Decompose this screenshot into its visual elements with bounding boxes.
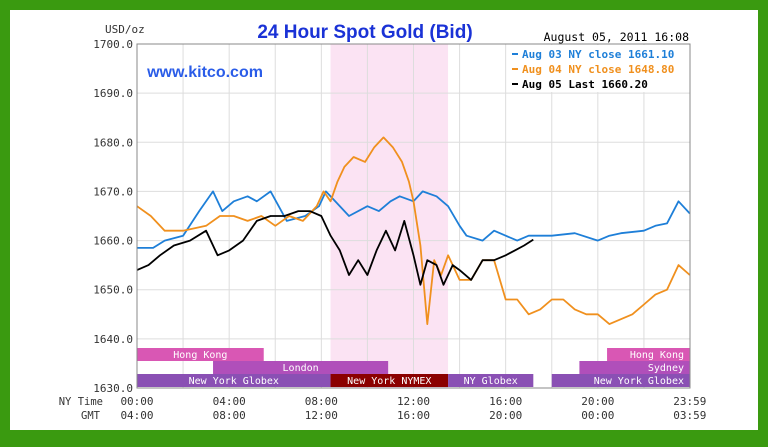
session-label: Sydney [648, 363, 684, 374]
session-label: Hong Kong [630, 350, 684, 361]
session-label: London [283, 363, 319, 374]
x-tick-label-ny: 23:59 [673, 395, 706, 408]
y-tick-label: 1660.0 [93, 235, 133, 248]
x-tick-label-gmt: 16:00 [397, 409, 430, 422]
y-tick-label: 1650.0 [93, 284, 133, 297]
legend-swatch-aug05 [512, 83, 518, 85]
y-tick-label: 1700.0 [93, 38, 133, 51]
ny-time-row-label: NY Time [59, 396, 103, 408]
session-label: New York NYMEX [347, 376, 431, 387]
x-tick-label-gmt: 04:00 [120, 409, 153, 422]
session-bar [213, 361, 389, 374]
unit-label: USD/oz [105, 23, 145, 36]
y-tick-label: 1640.0 [93, 333, 133, 346]
legend: Aug 03 NY close 1661.10 Aug 04 NY close … [508, 45, 689, 92]
x-tick-label-ny: 08:00 [305, 395, 338, 408]
y-tick-label: 1690.0 [93, 87, 133, 100]
session-bar [448, 374, 534, 387]
x-tick-label-gmt: 20:00 [489, 409, 522, 422]
y-tick-label: 1630.0 [93, 382, 133, 395]
legend-aug03: Aug 03 NY close 1661.10 [522, 48, 674, 61]
session-label: New York Globex [594, 376, 684, 387]
session-bar [330, 374, 449, 387]
x-tick-label-ny: 00:00 [120, 395, 153, 408]
legend-box [508, 45, 689, 92]
x-tick-label-gmt: 12:00 [305, 409, 338, 422]
y-tick-label: 1670.0 [93, 185, 133, 198]
x-tick-label-gmt: 08:00 [213, 409, 246, 422]
x-tick-label-ny: 12:00 [397, 395, 430, 408]
session-bar [551, 374, 690, 387]
series-line-2 [136, 210, 534, 286]
session-bar [137, 374, 331, 387]
x-tick-label-gmt: 03:59 [673, 409, 706, 422]
chart-title: 24 Hour Spot Gold (Bid) [257, 22, 472, 43]
session-bar [137, 348, 264, 361]
session-label: NY Globex [464, 376, 518, 387]
session-label: Hong Kong [173, 350, 227, 361]
series-line-1 [136, 136, 691, 326]
x-tick-label-ny: 20:00 [581, 395, 614, 408]
chart-timestamp: August 05, 2011 16:08 [544, 30, 689, 44]
x-tick-label-ny: 04:00 [213, 395, 246, 408]
legend-swatch-aug03 [512, 53, 518, 55]
legend-aug04: Aug 04 NY close 1648.80 [522, 63, 674, 76]
series-line-0 [137, 190, 691, 249]
legend-aug05: Aug 05 Last 1660.20 [522, 78, 648, 91]
gmt-row-label: GMT [81, 410, 101, 422]
session-label: New York Globex [189, 376, 279, 387]
plot-border [136, 43, 691, 389]
watermark-url: www.kitco.com [146, 64, 263, 81]
x-tick-label-ny: 16:00 [489, 395, 522, 408]
session-bar [579, 361, 690, 374]
session-bar [607, 348, 690, 361]
x-tick-label-gmt: 00:00 [581, 409, 614, 422]
legend-swatch-aug04 [512, 68, 518, 70]
y-tick-label: 1680.0 [93, 136, 133, 149]
